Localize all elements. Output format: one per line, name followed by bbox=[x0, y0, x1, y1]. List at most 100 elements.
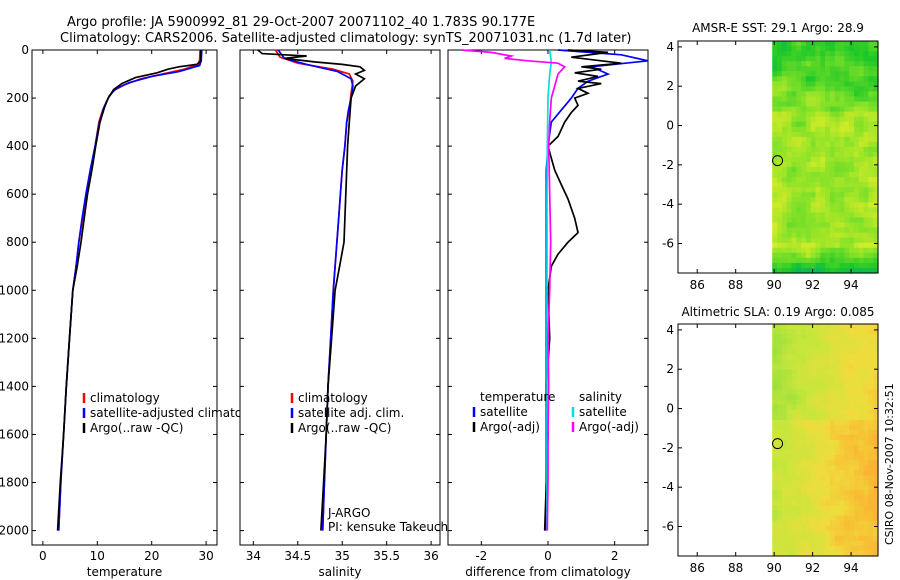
map-cell bbox=[863, 545, 869, 552]
map-cell bbox=[839, 374, 845, 381]
map-cell bbox=[825, 485, 831, 492]
map-cell bbox=[801, 66, 807, 72]
map-cell bbox=[834, 41, 841, 47]
map-cell bbox=[844, 424, 850, 431]
map-cell bbox=[853, 76, 860, 82]
map-cell bbox=[801, 167, 807, 173]
map-cell bbox=[801, 242, 807, 249]
map-cell bbox=[844, 121, 850, 128]
map-cell bbox=[858, 51, 865, 57]
map-cell bbox=[786, 146, 793, 153]
map-cell bbox=[858, 81, 865, 87]
map-cell bbox=[844, 445, 850, 451]
map-cell bbox=[868, 450, 874, 456]
x-tick-label: 34.5 bbox=[284, 549, 311, 563]
map-cell bbox=[772, 424, 778, 431]
map-cell bbox=[815, 364, 821, 370]
map-cell bbox=[810, 384, 817, 391]
map-cell bbox=[853, 86, 860, 93]
map-cell bbox=[805, 232, 812, 239]
map-cell bbox=[801, 495, 807, 502]
map-cell bbox=[834, 334, 841, 340]
map-cell bbox=[772, 146, 778, 153]
map-cell bbox=[829, 490, 836, 497]
map-cell bbox=[801, 510, 807, 517]
map-cell bbox=[810, 151, 817, 158]
map-cell bbox=[858, 192, 865, 198]
map-cell bbox=[786, 242, 793, 249]
map-cell bbox=[853, 465, 860, 471]
map-cell bbox=[796, 81, 802, 87]
map-cell bbox=[781, 121, 788, 128]
map-cell bbox=[853, 429, 860, 436]
map-cell bbox=[805, 359, 812, 365]
map-cell bbox=[873, 510, 879, 517]
map-cell bbox=[815, 202, 821, 209]
map-cell bbox=[810, 450, 817, 456]
map-cell bbox=[849, 182, 855, 188]
map-cell bbox=[873, 56, 879, 62]
map-cell bbox=[853, 510, 860, 517]
map-cell bbox=[829, 450, 836, 456]
map-cell bbox=[849, 41, 855, 47]
map-cell bbox=[796, 222, 802, 229]
map-cell bbox=[839, 379, 845, 386]
map-cell bbox=[873, 324, 879, 330]
map-cell bbox=[853, 324, 860, 330]
map-cell bbox=[858, 136, 865, 143]
map-cell bbox=[801, 237, 807, 244]
map-cell bbox=[786, 384, 793, 391]
map-cell bbox=[873, 252, 879, 259]
map-cell bbox=[796, 76, 802, 82]
map-cell bbox=[829, 445, 836, 451]
map-cell bbox=[801, 389, 807, 396]
map-cell bbox=[863, 354, 869, 360]
map-cell bbox=[805, 126, 812, 133]
map-cell bbox=[772, 217, 778, 224]
map-cell bbox=[815, 192, 821, 198]
map-cell bbox=[805, 81, 812, 87]
map-cell bbox=[853, 212, 860, 219]
map-cell bbox=[844, 500, 850, 507]
map-cell bbox=[805, 61, 812, 67]
map-cell bbox=[786, 510, 793, 517]
map-cell bbox=[815, 399, 821, 406]
map-cell bbox=[815, 480, 821, 486]
map-cell bbox=[791, 86, 797, 93]
map-cell bbox=[868, 202, 874, 209]
map-cell bbox=[805, 369, 812, 376]
map-cell bbox=[781, 460, 788, 466]
map-cell bbox=[868, 247, 874, 254]
map-cell bbox=[772, 46, 778, 52]
map-cell bbox=[839, 329, 845, 335]
map-cell bbox=[786, 222, 793, 229]
map-cell bbox=[781, 76, 788, 82]
map-cell bbox=[844, 81, 850, 87]
map-cell bbox=[834, 227, 841, 234]
map-cell bbox=[829, 76, 836, 82]
map-cell bbox=[781, 151, 788, 158]
map-cell bbox=[810, 182, 817, 188]
map-cell bbox=[777, 399, 783, 406]
map-cell bbox=[863, 359, 869, 365]
map-cell bbox=[786, 500, 793, 507]
map-cell bbox=[791, 76, 797, 82]
map-cell bbox=[868, 237, 874, 244]
map-cell bbox=[801, 177, 807, 183]
map-cell bbox=[849, 364, 855, 370]
map-cell bbox=[839, 334, 845, 340]
map-cell bbox=[844, 217, 850, 224]
y-tick-label: 2 bbox=[666, 79, 674, 93]
map-cell bbox=[801, 344, 807, 350]
map-cell bbox=[801, 535, 807, 542]
map-cell bbox=[820, 162, 826, 168]
map-cell bbox=[791, 222, 797, 229]
map-cell bbox=[810, 409, 817, 416]
map-cell bbox=[853, 384, 860, 391]
map-cell bbox=[781, 46, 788, 52]
map-cell bbox=[815, 540, 821, 547]
map-cell bbox=[810, 157, 817, 163]
map-cell bbox=[777, 359, 783, 365]
map-cell bbox=[839, 151, 845, 158]
